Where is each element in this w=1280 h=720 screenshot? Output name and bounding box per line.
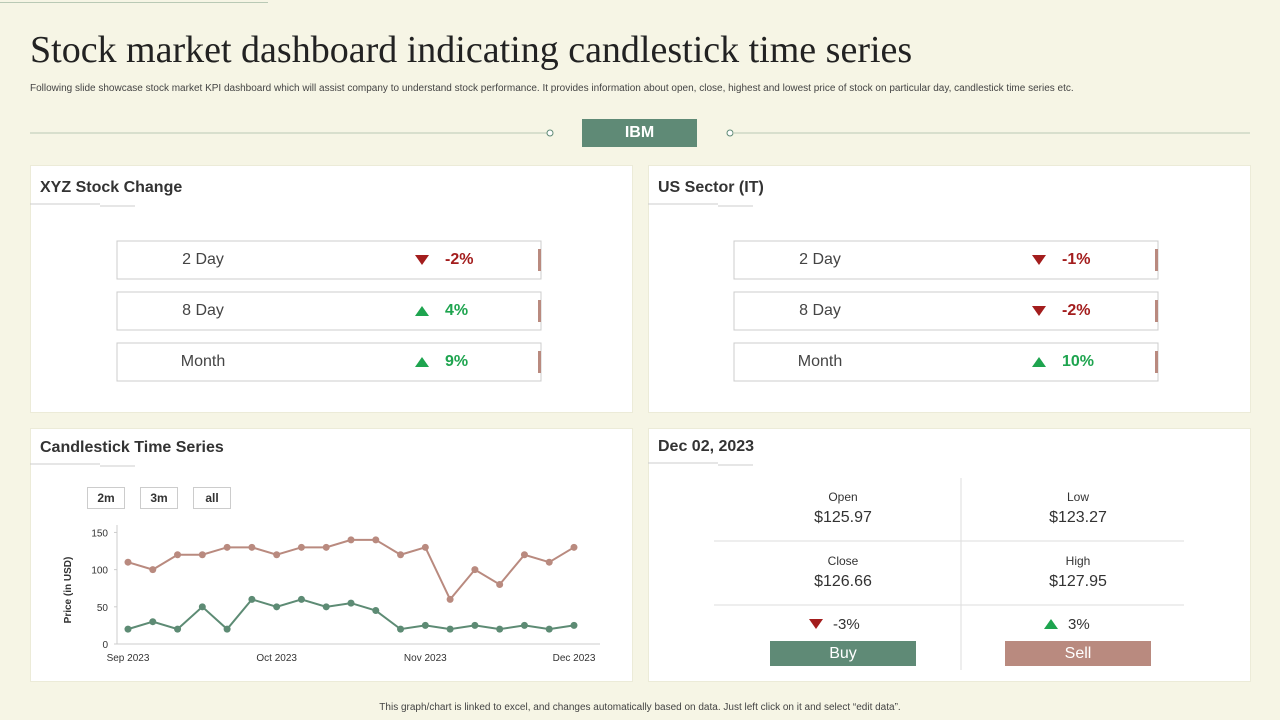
cell-label: Open bbox=[828, 490, 858, 504]
kpi-label: Month bbox=[797, 353, 843, 370]
divider-dot bbox=[546, 129, 554, 137]
kpi-label: 8 Day bbox=[799, 302, 841, 319]
panel bbox=[30, 165, 633, 413]
change: 3% bbox=[1068, 616, 1090, 633]
cell-label: High bbox=[1065, 554, 1091, 568]
kpi-change: 9% bbox=[445, 353, 469, 370]
kpi-label: 8 Day bbox=[182, 302, 224, 319]
chart-title: Candlestick Time Series bbox=[40, 439, 224, 456]
range-button[interactable]: 2m bbox=[87, 487, 125, 509]
panel-title: XYZ Stock Change bbox=[40, 179, 183, 196]
footer: This graph/chart is linked to excel, and… bbox=[379, 702, 901, 713]
panel bbox=[648, 165, 1251, 413]
panel bbox=[648, 428, 1251, 682]
change: -3% bbox=[833, 616, 860, 633]
cell-label: Low bbox=[1066, 490, 1089, 504]
kpi-label: Month bbox=[180, 353, 226, 370]
panel-title: US Sector (IT) bbox=[658, 179, 764, 196]
kpi-change: -2% bbox=[445, 251, 474, 268]
cell-value: $127.95 bbox=[1049, 573, 1107, 590]
kpi-change: -1% bbox=[1062, 251, 1091, 268]
tab[interactable]: IBM bbox=[582, 119, 697, 147]
kpi-label: 2 Day bbox=[182, 251, 224, 268]
divider-dot bbox=[726, 129, 734, 137]
panel bbox=[30, 428, 633, 682]
cell-label: Close bbox=[827, 554, 859, 568]
kpi-change: 10% bbox=[1062, 353, 1095, 370]
action-button[interactable]: Buy bbox=[770, 641, 916, 666]
range-button[interactable]: 3m bbox=[140, 487, 178, 509]
cell-value: $123.27 bbox=[1049, 509, 1107, 526]
title: Stock market dashboard indicating candle… bbox=[30, 29, 913, 71]
kpi-label: 2 Day bbox=[799, 251, 841, 268]
kpi-change: 4% bbox=[445, 302, 469, 319]
cell-value: $126.66 bbox=[814, 573, 872, 590]
subtitle: Following slide showcase stock market KP… bbox=[30, 83, 1074, 94]
action-button[interactable]: Sell bbox=[1005, 641, 1151, 666]
range-button[interactable]: all bbox=[193, 487, 231, 509]
accent-line bbox=[0, 2, 268, 3]
cell-value: $125.97 bbox=[814, 509, 872, 526]
kpi-change: -2% bbox=[1062, 302, 1091, 319]
panel-title: Dec 02, 2023 bbox=[658, 438, 755, 455]
